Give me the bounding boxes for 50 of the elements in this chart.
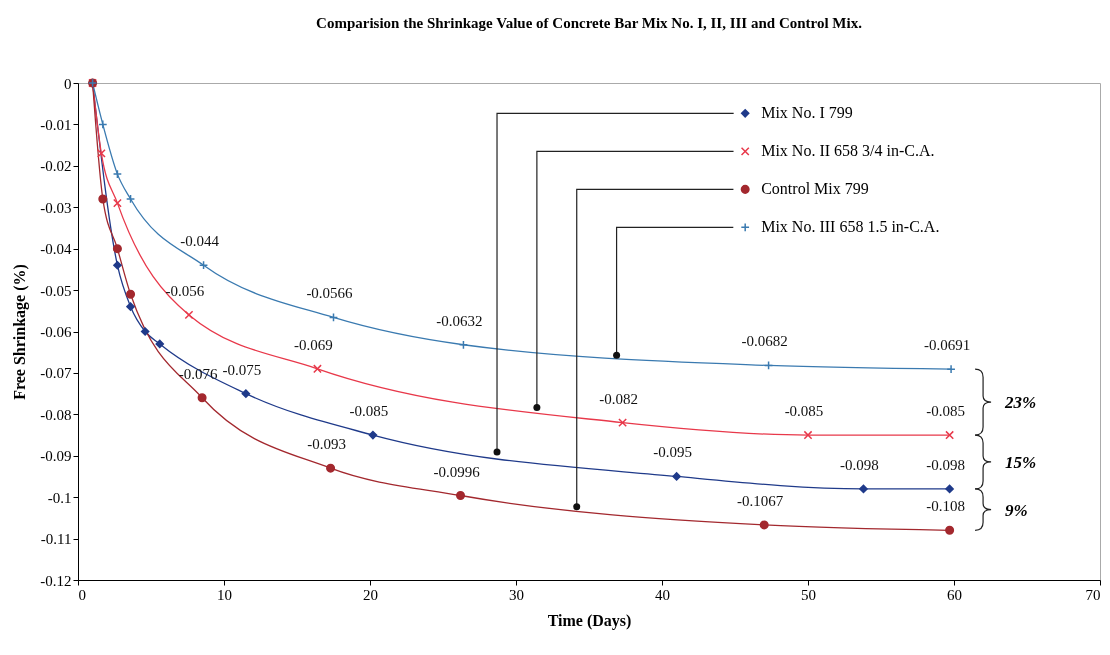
data-label: -0.0566 — [306, 285, 354, 302]
y-tick-label: -0.06 — [40, 324, 72, 340]
data-label: -0.069 — [294, 336, 333, 353]
data-label: -0.085 — [784, 403, 824, 420]
data-label: -0.0632 — [436, 312, 483, 329]
data-label: -0.093 — [307, 436, 346, 453]
chart-title: Comparision the Shrinkage Value of Concrete Bar Mix No. I, II, III and Control Mix. — [316, 15, 863, 31]
y-tick-label: -0.09 — [40, 448, 72, 465]
y-tick-label: -0.04 — [40, 241, 72, 258]
data-label: -0.085 — [926, 403, 965, 420]
data-label: -0.056 — [165, 282, 205, 299]
y-tick-label: -0.07 — [40, 365, 72, 382]
annotation: 15% — [1005, 452, 1037, 472]
data-label: -0.095 — [653, 444, 692, 461]
legend-label: Mix No. I 799 — [761, 104, 853, 122]
y-tick-label: -0.11 — [40, 531, 72, 548]
annotation: 9% — [1005, 500, 1028, 520]
data-label: -0.0682 — [741, 333, 788, 350]
legend-label: Mix No. II 658 3/4 in-C.A. — [761, 142, 935, 160]
y-tick-label: -0.03 — [40, 199, 72, 216]
data-label: -0.108 — [926, 498, 965, 515]
x-tick-label: 10 — [217, 586, 232, 603]
x-tick-label: 40 — [655, 586, 670, 603]
legend-label: Mix No. III 658 1.5 in-C.A. — [761, 218, 940, 236]
data-label: -0.085 — [349, 403, 389, 420]
y-tick-label: -0.01 — [40, 116, 72, 133]
y-tick-label: -0.08 — [40, 406, 72, 423]
x-tick-label: 0 — [78, 586, 86, 603]
data-label: -0.044 — [180, 233, 220, 250]
data-label: -0.1067 — [737, 492, 784, 509]
y-tick-label: -0.1 — [47, 489, 72, 506]
y-tick-label: -0.05 — [40, 282, 72, 299]
y-tick-label: -0.02 — [40, 158, 72, 175]
data-label: -0.0996 — [433, 463, 481, 480]
x-axis-title: Time (Days) — [547, 611, 632, 630]
x-tick-label: 20 — [363, 586, 378, 603]
y-tick-label: -0.12 — [40, 572, 72, 589]
x-tick-label: 30 — [509, 586, 524, 603]
x-tick-label: 70 — [1085, 586, 1101, 603]
data-label: -0.098 — [926, 456, 965, 473]
legend-label: Control Mix 799 — [761, 180, 869, 198]
data-label: -0.075 — [222, 361, 262, 378]
y-axis-title: Free Shrinkage (%) — [11, 264, 30, 400]
data-label: -0.082 — [599, 390, 638, 407]
x-tick-label: 50 — [801, 586, 816, 603]
data-label: -0.0691 — [923, 337, 971, 354]
x-tick-label: 60 — [947, 586, 962, 603]
y-tick-label: 0 — [64, 75, 72, 92]
annotation: 23% — [1004, 393, 1037, 413]
data-label: -0.098 — [840, 456, 879, 473]
